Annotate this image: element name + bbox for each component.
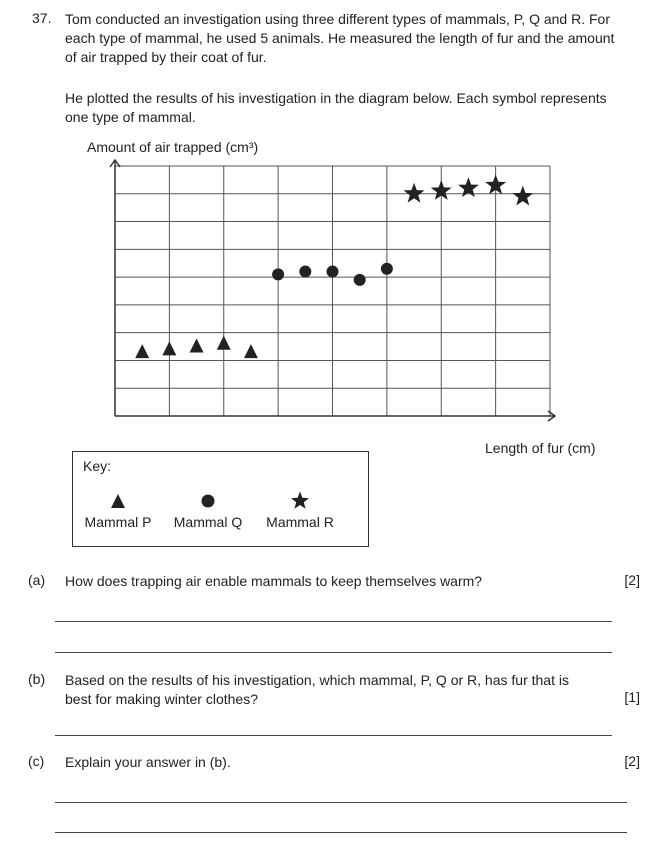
key-label: Mammal R <box>266 514 334 530</box>
x-axis-arrow <box>547 410 557 422</box>
point-mammal-p <box>216 335 231 350</box>
point-mammal-q <box>353 273 366 286</box>
x-axis-label: Length of fur (cm) <box>485 440 596 456</box>
star-icon <box>255 490 345 512</box>
part-marks-a: [2] <box>624 572 640 588</box>
point-mammal-q <box>326 265 339 278</box>
chart-axes <box>109 158 557 422</box>
question-intro: Tom conducted an investigation using thr… <box>65 11 615 65</box>
part-label-b: (b) <box>28 671 46 687</box>
y-axis-arrow <box>109 158 121 168</box>
point-mammal-r <box>512 185 534 206</box>
key-item-r: Mammal R <box>255 490 345 530</box>
point-mammal-q <box>380 262 393 275</box>
answer-line[interactable] <box>55 621 612 622</box>
key-item-q: Mammal Q <box>163 490 253 530</box>
point-mammal-r <box>458 177 479 198</box>
triangle-icon <box>73 490 163 512</box>
y-axis-label: Amount of air trapped (cm³) <box>87 139 259 155</box>
plot-note: He plotted the results of his investigat… <box>65 90 607 125</box>
answer-line[interactable] <box>55 652 612 653</box>
star-shape <box>291 491 309 509</box>
point-mammal-p <box>189 338 204 353</box>
point-mammal-r <box>403 182 425 203</box>
point-mammal-p <box>162 341 177 356</box>
point-mammal-r <box>485 174 507 195</box>
part-label-c: (c) <box>28 753 45 769</box>
answer-line[interactable] <box>55 832 627 833</box>
key-box: Key: Mammal P Mammal Q Mammal R <box>72 451 369 547</box>
point-mammal-q <box>272 268 285 281</box>
key-label: Mammal P <box>84 514 152 530</box>
part-marks-b: [1] <box>624 689 640 705</box>
answer-line[interactable] <box>55 735 612 736</box>
question-number: 37. <box>32 10 52 26</box>
part-marks-c: [2] <box>624 753 640 769</box>
answer-line[interactable] <box>55 802 627 803</box>
key-label: Mammal Q <box>173 514 243 530</box>
part-text-a: How does trapping air enable mammals to … <box>65 573 483 589</box>
circle-icon <box>163 490 253 512</box>
key-item-p: Mammal P <box>73 490 163 530</box>
chart-grid <box>115 165 551 416</box>
point-mammal-p <box>135 344 150 359</box>
key-title: Key: <box>83 458 112 474</box>
part-text-b: Based on the results of his investigatio… <box>65 672 569 707</box>
point-mammal-p <box>243 344 258 359</box>
part-label-a: (a) <box>28 572 46 588</box>
part-text-c: Explain your answer in (b). <box>65 754 231 770</box>
point-mammal-q <box>299 265 312 278</box>
chart-marks <box>135 174 534 359</box>
point-mammal-r <box>430 180 452 200</box>
